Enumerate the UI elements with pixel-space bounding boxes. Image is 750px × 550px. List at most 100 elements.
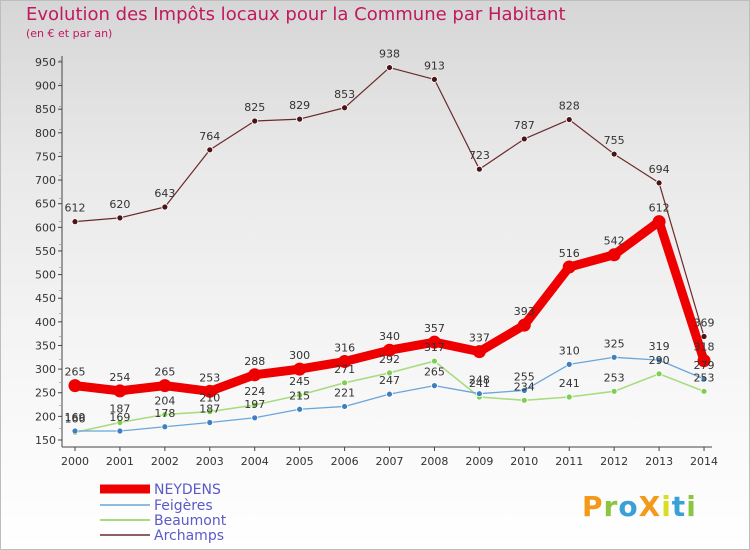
data-label: 825 (244, 101, 265, 114)
data-label: 325 (604, 337, 625, 350)
legend-label: NEYDENS (154, 482, 221, 498)
data-point (296, 391, 304, 399)
data-label: 853 (334, 88, 355, 101)
data-point (565, 116, 573, 123)
series-archamps (71, 64, 708, 340)
data-label: 620 (109, 198, 130, 211)
data-label: 210 (199, 392, 220, 405)
data-point (386, 369, 393, 377)
data-point (386, 64, 393, 71)
data-point (431, 382, 438, 390)
data-point (607, 248, 621, 262)
data-point (341, 403, 348, 410)
data-point (517, 318, 531, 332)
data-label: 265 (65, 366, 86, 379)
x-tick-label: 2014 (690, 455, 718, 468)
y-tick-label: 550 (35, 245, 56, 258)
data-label: 197 (244, 398, 265, 411)
data-point (655, 179, 663, 187)
logo-letter: i (661, 490, 672, 523)
x-tick-label: 2010 (510, 455, 538, 468)
data-point (251, 117, 259, 125)
data-point (610, 150, 618, 158)
data-point (697, 354, 711, 368)
data-point (116, 427, 124, 435)
y-tick-label: 750 (35, 150, 56, 163)
x-tick-label: 2004 (241, 455, 269, 468)
data-label: 271 (334, 363, 355, 376)
data-point (700, 387, 708, 395)
data-label: 241 (469, 377, 490, 390)
data-label: 317 (424, 341, 445, 354)
data-point (565, 360, 573, 368)
data-point (206, 408, 214, 416)
series-line (74, 66, 705, 337)
y-tick-label: 950 (35, 56, 56, 69)
y-tick-label: 300 (35, 363, 56, 376)
data-point (116, 419, 124, 426)
data-label: 319 (649, 340, 670, 353)
data-point (338, 355, 352, 369)
data-label: 215 (289, 389, 310, 402)
data-point (431, 76, 438, 83)
data-point (383, 343, 397, 357)
data-label: 694 (649, 163, 670, 176)
data-point (520, 135, 528, 143)
data-label: 357 (424, 322, 445, 335)
data-label: 755 (604, 134, 625, 147)
x-tick-label: 2008 (420, 455, 448, 468)
y-tick-label: 350 (35, 339, 56, 352)
data-point (341, 104, 348, 112)
logo-letter: P (582, 490, 604, 523)
data-label: 612 (649, 202, 670, 215)
data-point (565, 393, 573, 401)
data-label: 787 (514, 119, 535, 132)
data-label: 288 (244, 355, 265, 368)
data-label: 254 (109, 371, 130, 384)
legend-item: Feigères (100, 498, 213, 514)
data-label: 248 (469, 374, 490, 387)
data-point (520, 386, 528, 394)
data-point (562, 260, 576, 274)
data-point (700, 333, 708, 340)
data-point (161, 411, 169, 418)
data-point (610, 353, 618, 361)
data-label: 310 (559, 344, 580, 357)
x-tick-label: 2009 (465, 455, 493, 468)
data-label: 224 (244, 385, 265, 398)
data-label: 169 (109, 411, 130, 424)
y-tick-label: 250 (35, 387, 56, 400)
data-point (293, 362, 307, 376)
x-tick-label: 2012 (600, 455, 628, 468)
data-point (700, 375, 708, 383)
data-label: 253 (199, 371, 220, 384)
data-label: 337 (469, 332, 490, 345)
data-label: 169 (65, 411, 86, 424)
y-tick-label: 700 (35, 174, 56, 187)
legend-item: Archamps (100, 528, 224, 544)
data-label: 166 (65, 412, 86, 425)
data-label: 828 (559, 100, 580, 113)
data-label: 612 (65, 202, 86, 215)
legend-label: Archamps (154, 528, 224, 544)
data-label: 279 (694, 359, 715, 372)
logo-letter: o (618, 490, 639, 523)
x-tick-label: 2000 (61, 455, 89, 468)
data-point (71, 218, 79, 226)
data-point (251, 414, 259, 422)
legend-item: NEYDENS (100, 482, 221, 498)
data-point (251, 401, 259, 409)
data-point (475, 165, 483, 173)
x-tick-label: 2003 (196, 455, 224, 468)
y-tick-label: 150 (35, 434, 56, 447)
chart-title: Evolution des Impôts locaux pour la Comm… (26, 4, 566, 25)
data-label: 318 (694, 341, 715, 354)
data-point (206, 419, 214, 426)
y-tick-label: 850 (35, 103, 56, 116)
data-point (386, 390, 393, 398)
data-label: 234 (514, 380, 535, 393)
data-label: 204 (154, 394, 175, 407)
x-tick-label: 2002 (151, 455, 179, 468)
